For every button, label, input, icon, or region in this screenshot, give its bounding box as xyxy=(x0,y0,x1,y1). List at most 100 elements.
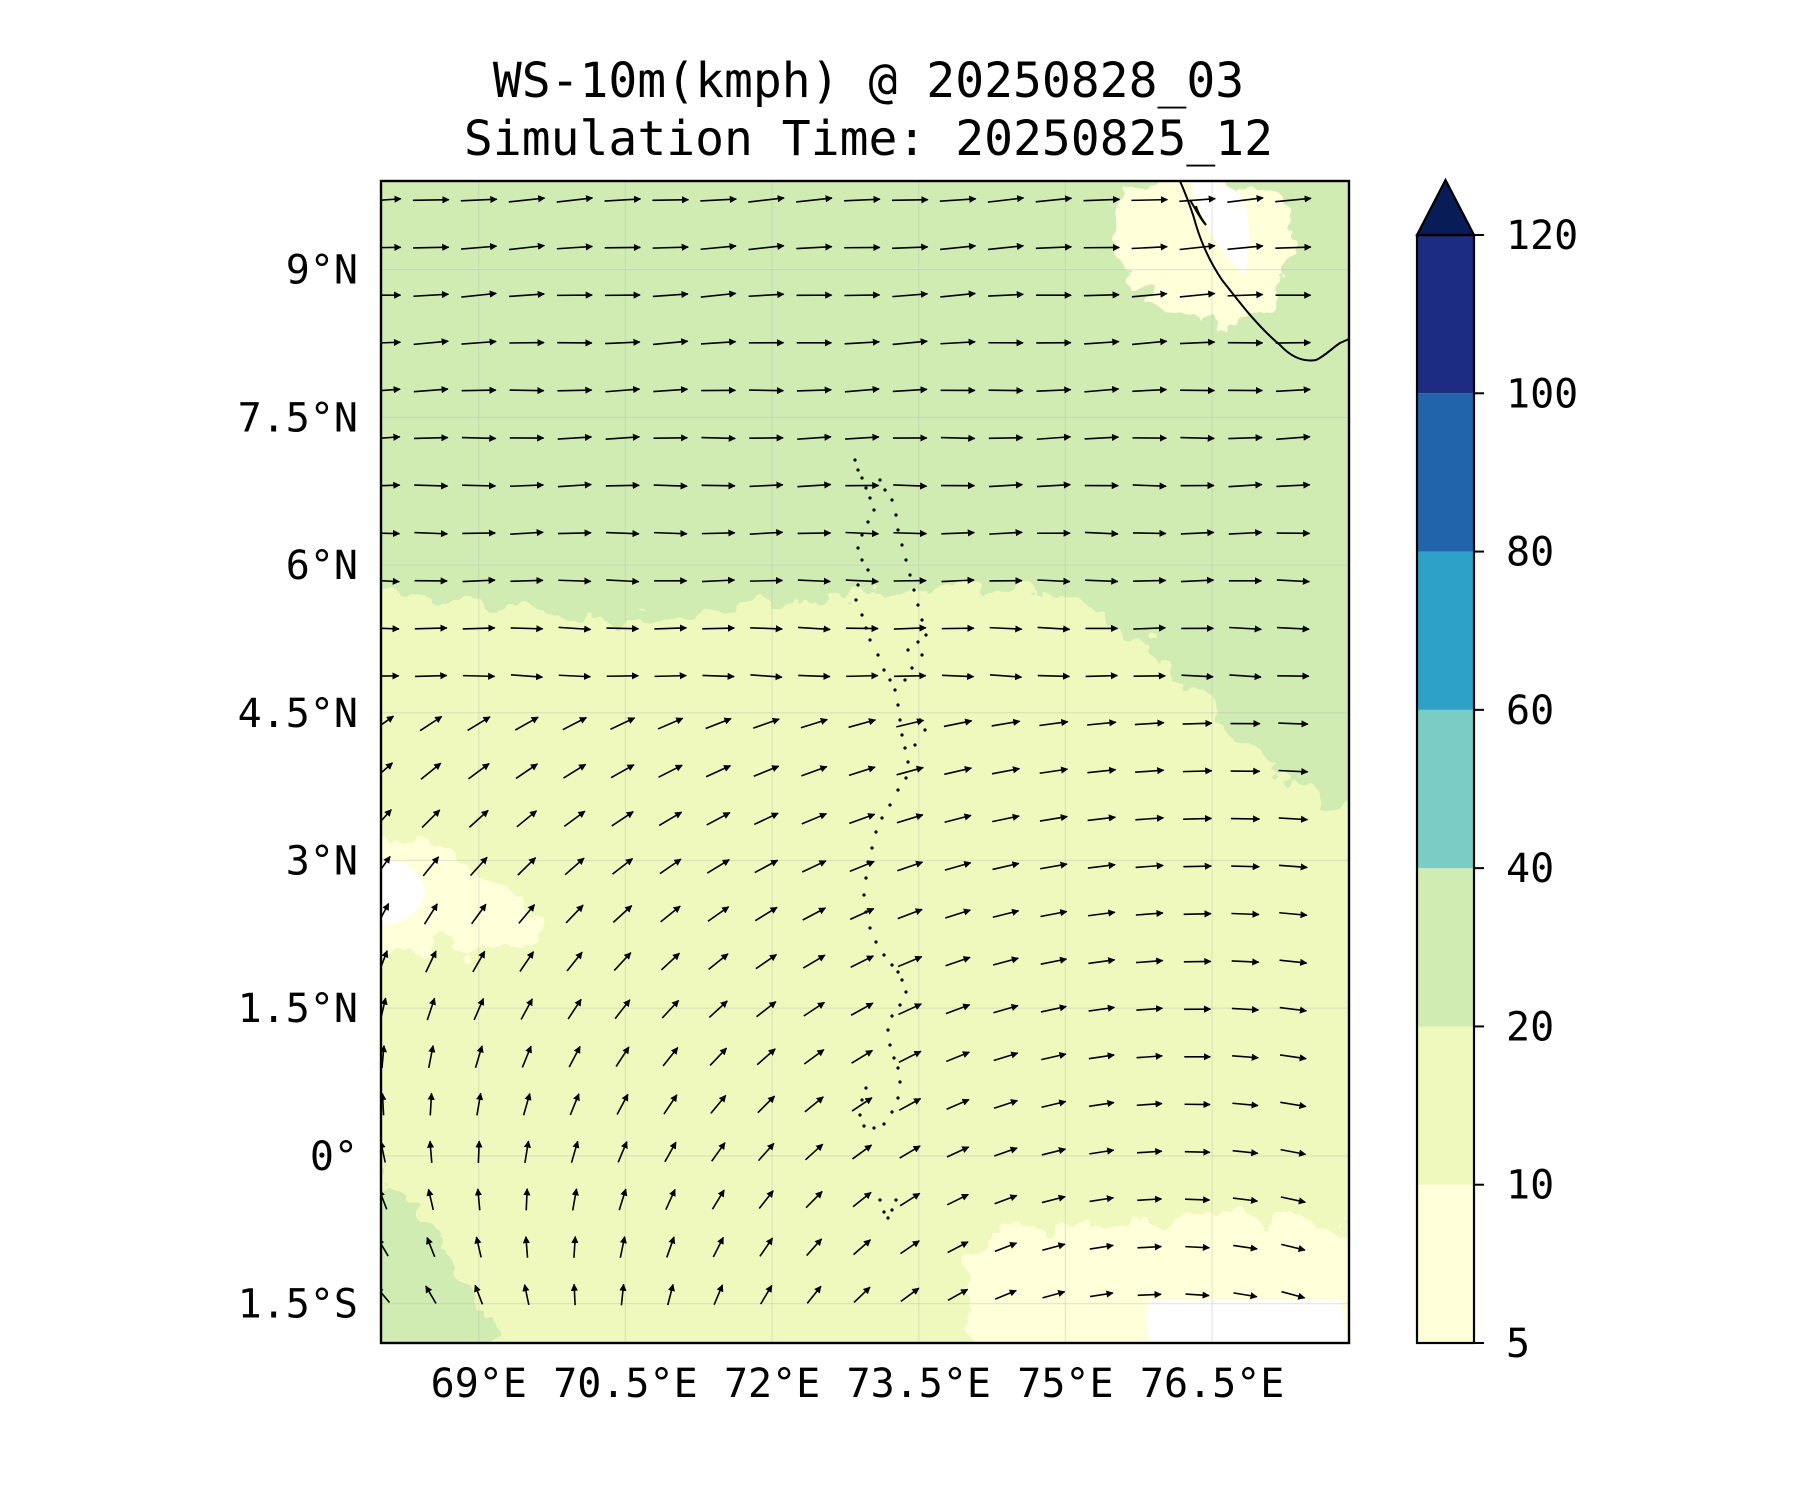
wind-vector xyxy=(1035,243,1073,251)
wind-vector xyxy=(1084,433,1120,442)
wind-vector xyxy=(661,999,680,1019)
island-dot xyxy=(920,618,924,622)
wind-vector xyxy=(381,243,402,252)
wind-vector xyxy=(700,195,737,203)
wind-vector xyxy=(710,1142,726,1162)
wind-vectors xyxy=(381,195,1312,1306)
lat-tick-label: 9°N xyxy=(286,248,358,294)
wind-vector xyxy=(1275,195,1312,203)
field-band-5-10-west xyxy=(381,833,537,962)
wind-vector xyxy=(989,625,1023,633)
wind-vector xyxy=(1037,625,1071,633)
wind-vector xyxy=(753,812,779,826)
wind-vector xyxy=(462,529,496,537)
wind-vector xyxy=(462,672,496,680)
lat-tick-label: 6°N xyxy=(286,543,358,589)
colorbar-tick-label: 60 xyxy=(1506,688,1554,734)
wind-vector xyxy=(758,1190,774,1209)
wind-vector xyxy=(750,673,783,681)
wind-vector xyxy=(797,481,832,489)
wind-vector xyxy=(1137,1290,1162,1299)
wind-vector xyxy=(381,1189,388,1210)
wind-vector xyxy=(1137,1195,1163,1203)
island-dot xyxy=(860,613,864,617)
wind-vector xyxy=(711,1189,725,1210)
wind-vector xyxy=(558,625,592,633)
wind-vector xyxy=(1089,1290,1114,1298)
wind-vector xyxy=(462,482,497,490)
wind-vector xyxy=(381,386,401,394)
wind-vector xyxy=(1085,672,1119,680)
wind-vector xyxy=(564,857,585,876)
wind-field-plot xyxy=(381,181,1349,1343)
wind-vector xyxy=(381,902,390,920)
island-dot xyxy=(864,486,868,490)
wind-vector xyxy=(803,1001,826,1017)
wind-vector xyxy=(522,1092,532,1116)
wind-vector xyxy=(381,1286,391,1303)
wind-vector xyxy=(803,1048,825,1065)
wind-vector xyxy=(1136,957,1164,965)
wind-vector xyxy=(658,811,683,827)
island-dot xyxy=(888,803,892,807)
island-dot xyxy=(882,668,886,672)
wind-vector xyxy=(461,290,497,298)
wind-vector xyxy=(992,813,1020,823)
wind-vector xyxy=(474,1284,484,1305)
island-dot xyxy=(923,728,927,732)
lat-tick-label: 1.5°S xyxy=(238,1282,358,1328)
wind-vector xyxy=(1182,767,1213,775)
island-dot xyxy=(916,640,920,644)
wind-vector xyxy=(510,625,544,633)
wind-vector xyxy=(413,243,450,251)
island-dot xyxy=(886,1028,890,1032)
island-dot xyxy=(888,678,892,682)
colorbar-segment xyxy=(1417,1184,1474,1343)
wind-vector xyxy=(414,482,449,490)
island-dot xyxy=(900,543,904,547)
wind-vector xyxy=(702,672,735,680)
wind-vector xyxy=(947,1241,969,1254)
wind-vector xyxy=(707,906,730,922)
wind-vector xyxy=(1135,909,1164,918)
wind-vector xyxy=(797,577,832,585)
island-dot xyxy=(890,1110,894,1114)
wind-vector xyxy=(666,1236,676,1258)
wind-vector xyxy=(509,387,545,395)
wind-vector xyxy=(1179,242,1216,251)
wind-vector xyxy=(1088,909,1116,917)
island-dot xyxy=(904,776,908,780)
wind-vector xyxy=(1132,482,1167,490)
latitude-axis: 9°N 7.5°N 6°N 4.5°N 3°N 1.5°N 0° 1.5°S xyxy=(238,248,358,1328)
wind-vector xyxy=(851,1049,874,1064)
wind-vector xyxy=(701,529,736,537)
wind-vector xyxy=(750,625,783,633)
wind-vector xyxy=(804,1143,824,1161)
wind-vector xyxy=(660,905,681,923)
wind-vector xyxy=(712,1236,725,1258)
wind-vector xyxy=(462,576,496,584)
wind-vector xyxy=(893,529,928,538)
wind-vector xyxy=(987,242,1025,251)
lat-tick-label: 1.5°N xyxy=(238,986,358,1032)
wind-vector xyxy=(1132,529,1167,537)
wind-vector xyxy=(850,955,875,969)
wind-vector xyxy=(748,242,785,251)
wind-vector xyxy=(845,577,879,585)
wind-vector xyxy=(989,529,1023,537)
wind-vector xyxy=(993,1051,1019,1062)
wind-vector xyxy=(939,195,977,203)
island-dot xyxy=(886,1216,890,1220)
wind-vector xyxy=(1137,1243,1163,1251)
wind-vector xyxy=(420,762,442,780)
wind-vector xyxy=(611,811,634,827)
wind-vector xyxy=(665,1188,676,1211)
colorbar-tick-label: 40 xyxy=(1506,846,1554,892)
wind-vector xyxy=(898,1097,922,1111)
wind-vector xyxy=(992,956,1019,966)
wind-vector xyxy=(474,1236,482,1258)
wind-vector xyxy=(1136,1100,1163,1108)
wind-vector xyxy=(381,950,389,970)
wind-vector xyxy=(701,434,736,442)
island-dot xyxy=(868,926,872,930)
